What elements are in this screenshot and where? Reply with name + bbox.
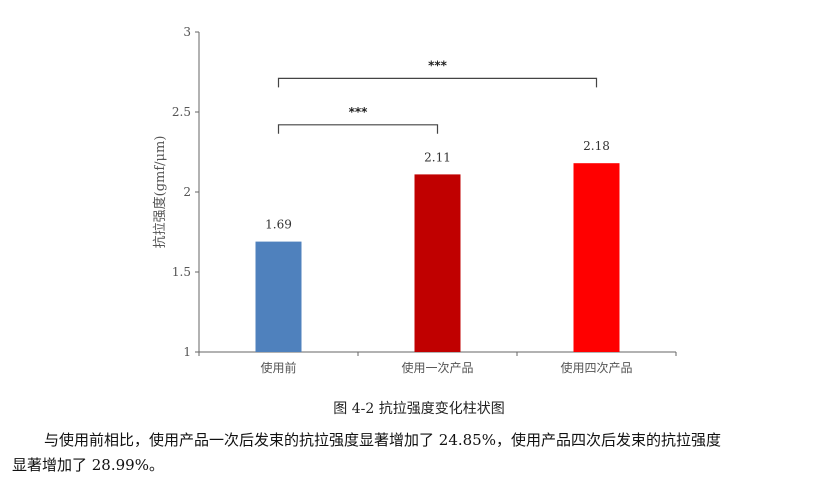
bars xyxy=(255,163,620,352)
significance-label: *** xyxy=(349,105,369,119)
bar xyxy=(255,241,302,352)
y-tick-label: 3 xyxy=(183,25,191,39)
y-tick-label: 2.5 xyxy=(172,105,191,119)
significance-bracket xyxy=(277,77,598,88)
x-tick-label: 使用四次产品 xyxy=(560,360,632,375)
x-axis: 使用前 使用一次产品 使用四次产品 xyxy=(198,351,677,375)
data-labels: 1.69 2.11 2.18 xyxy=(265,139,610,231)
y-tick-label: 1 xyxy=(183,345,191,359)
figure-caption: 图 4-2 抗拉强度变化柱状图 xyxy=(333,401,505,417)
paragraph-line-1: 与使用前相比，使用产品一次后发束的抗拉强度显著增加了 24.85%，使用产品四次… xyxy=(44,431,721,449)
body-paragraph: 与使用前相比，使用产品一次后发束的抗拉强度显著增加了 24.85%，使用产品四次… xyxy=(12,428,832,478)
bar xyxy=(573,163,620,352)
paragraph-line-2: 显著增加了 28.99%。 xyxy=(12,456,164,474)
data-label: 2.11 xyxy=(424,150,451,164)
significance-label: *** xyxy=(428,58,448,72)
y-tick-label: 1.5 xyxy=(172,265,191,279)
y-axis: 1 1.5 2 2.5 3 xyxy=(172,25,200,359)
x-tick-label: 使用一次产品 xyxy=(401,360,473,375)
significance-brackets: *** *** xyxy=(277,58,598,134)
y-axis-label: 抗拉强度(gmf/μm) xyxy=(152,136,168,249)
y-tick-label: 2 xyxy=(183,185,191,199)
bar-chart: 1 1.5 2 2.5 3 使用前 使用一次产品 使用四次产品 1.69 2.11 2.18 *… xyxy=(152,25,677,375)
x-tick-label: 使用前 xyxy=(260,360,296,375)
bar xyxy=(414,174,461,352)
significance-bracket xyxy=(277,124,439,134)
data-label: 1.69 xyxy=(265,218,292,232)
data-label: 2.18 xyxy=(583,139,610,153)
